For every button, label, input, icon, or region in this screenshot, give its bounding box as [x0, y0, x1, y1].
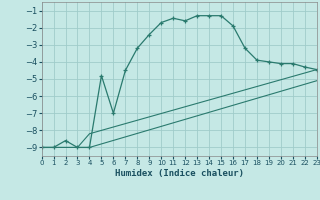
X-axis label: Humidex (Indice chaleur): Humidex (Indice chaleur): [115, 169, 244, 178]
